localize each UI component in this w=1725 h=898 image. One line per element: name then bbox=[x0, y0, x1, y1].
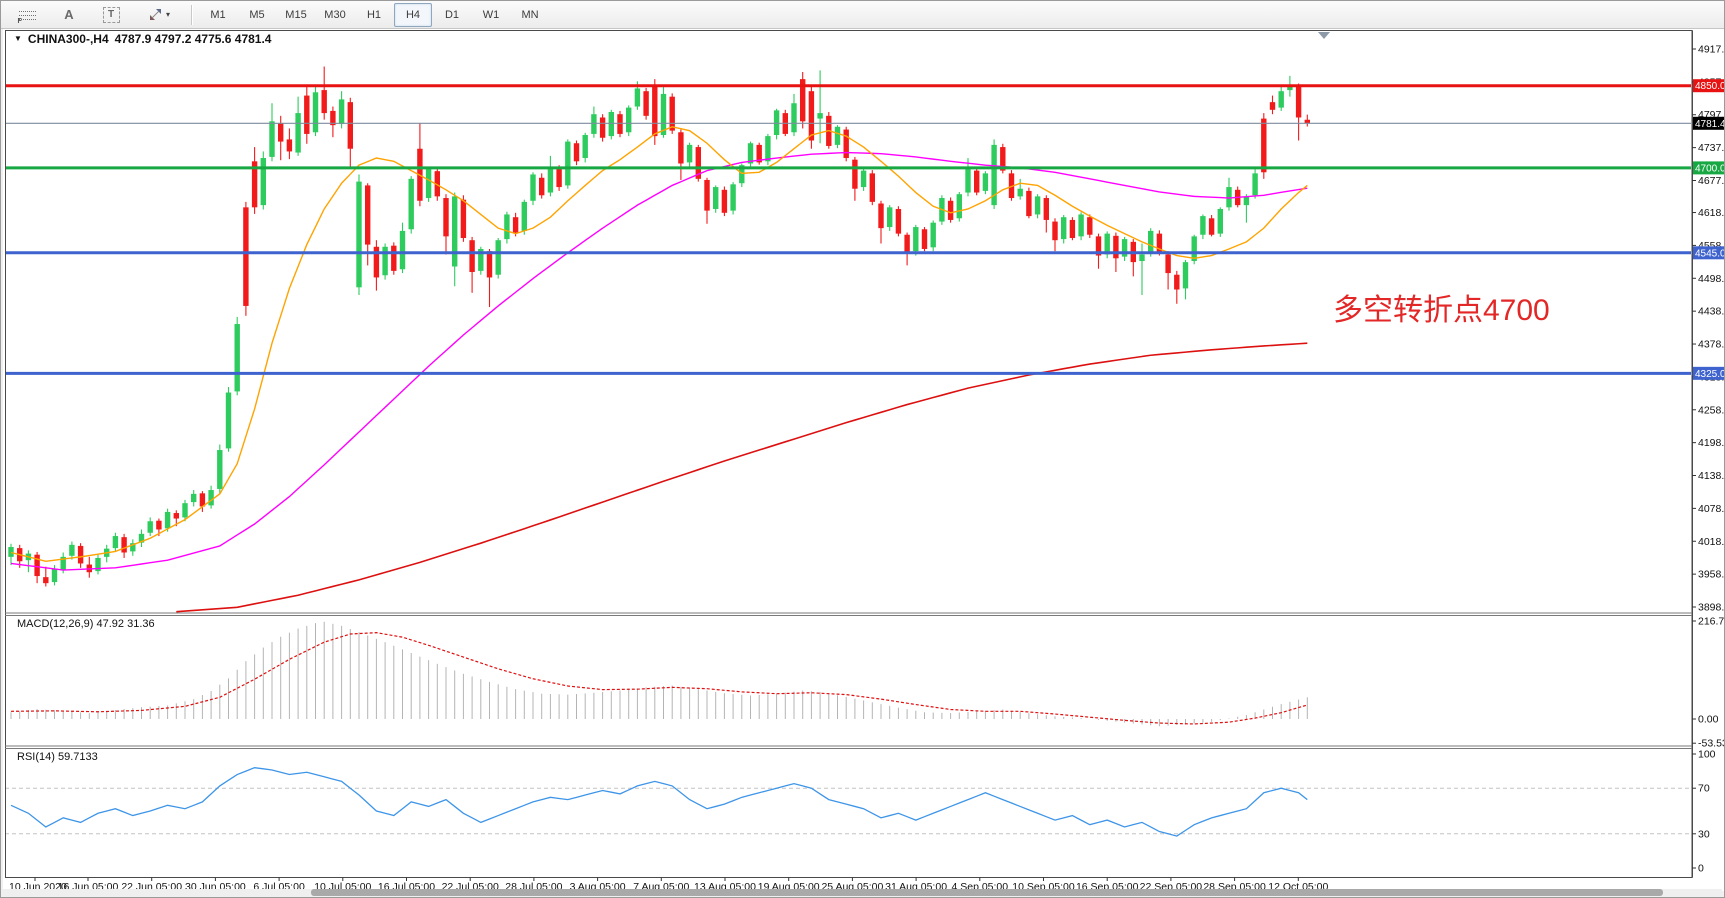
price-badge bbox=[1693, 116, 1724, 130]
timeframe-button-mn[interactable]: MN bbox=[521, 8, 539, 21]
svg-text:4781.4: 4781.4 bbox=[1695, 119, 1725, 130]
timeframe-button-h4[interactable]: H4 bbox=[394, 2, 432, 27]
svg-text:4545.0: 4545.0 bbox=[1695, 248, 1725, 259]
symbol-dropdown-icon[interactable]: ▼ bbox=[14, 33, 22, 43]
svg-text:4618.5: 4618.5 bbox=[1698, 207, 1725, 219]
arrows-icon bbox=[149, 9, 161, 20]
rsi-line bbox=[10, 767, 1308, 837]
svg-text:0: 0 bbox=[1698, 863, 1704, 875]
svg-text:3958.5: 3958.5 bbox=[1698, 569, 1725, 581]
svg-text:100: 100 bbox=[1698, 749, 1716, 761]
svg-text:0.00: 0.00 bbox=[1698, 713, 1719, 725]
price-badge bbox=[1693, 161, 1724, 175]
timeframe-button-m15[interactable]: M15 bbox=[285, 8, 307, 21]
svg-text:4850.0: 4850.0 bbox=[1695, 81, 1725, 92]
price-badge bbox=[1693, 79, 1724, 93]
svg-text:4737.0: 4737.0 bbox=[1698, 142, 1725, 154]
fibonacci-icon[interactable]: F bbox=[7, 3, 47, 27]
text-label-tool-button[interactable]: T bbox=[91, 3, 131, 27]
chart-title: ▼ CHINA300-,H4 4787.9 4797.2 4775.6 4781… bbox=[14, 32, 271, 46]
ohlc-values: 4787.9 4797.2 4775.6 4781.4 bbox=[114, 32, 272, 46]
toolbar-separator bbox=[191, 4, 193, 25]
price-badge bbox=[1693, 366, 1724, 380]
svg-text:4018.5: 4018.5 bbox=[1698, 536, 1725, 548]
price-axis[interactable]: 4917.04857.04797.04737.04677.04618.54558… bbox=[1692, 44, 1725, 614]
text-icon: A bbox=[64, 7, 74, 22]
price-badge bbox=[1693, 246, 1724, 260]
chart-annotation-text[interactable]: 多空转折点4700 bbox=[1333, 294, 1550, 327]
svg-text:4378.5: 4378.5 bbox=[1698, 339, 1725, 351]
timeframe-button-d1[interactable]: D1 bbox=[444, 8, 460, 21]
ma-mid-magenta-line bbox=[10, 151, 1308, 571]
timeframe-buttons: M1 M5 M15 M30 H1 H4 D1 W1 MN bbox=[199, 2, 549, 27]
chevron-down-icon: ▾ bbox=[165, 10, 170, 19]
svg-text:4438.5: 4438.5 bbox=[1698, 306, 1725, 318]
macd-signal-line bbox=[10, 632, 1308, 725]
svg-text:4198.5: 4198.5 bbox=[1698, 437, 1725, 449]
svg-text:4258.5: 4258.5 bbox=[1698, 404, 1725, 416]
svg-text:4700.0: 4700.0 bbox=[1695, 163, 1725, 174]
svg-text:4325.0: 4325.0 bbox=[1695, 369, 1725, 380]
ma-fast-orange-line bbox=[10, 126, 1308, 562]
ma-slow-red-line bbox=[176, 342, 1308, 613]
horizontal-scrollbar[interactable] bbox=[3, 889, 1722, 896]
timeframe-button-m30[interactable]: M30 bbox=[324, 8, 346, 21]
toolbar: F A T ▾ M1 M5 M15 M30 H1 H4 D1 W1 MN bbox=[1, 1, 1724, 29]
timeframe-button-h1[interactable]: H1 bbox=[366, 8, 382, 21]
svg-text:4677.0: 4677.0 bbox=[1698, 175, 1725, 187]
svg-text:4078.5: 4078.5 bbox=[1698, 503, 1725, 515]
timeframe-button-m5[interactable]: M5 bbox=[249, 8, 265, 21]
scrollbar-thumb[interactable] bbox=[311, 889, 1663, 896]
symbol-period-label: CHINA300-,H4 bbox=[27, 32, 109, 46]
timeframe-button-w1[interactable]: W1 bbox=[482, 8, 500, 21]
timeframe-button-m1[interactable]: M1 bbox=[210, 8, 226, 21]
arrows-tool-button[interactable]: ▾ bbox=[133, 3, 185, 27]
macd-indicator-label: MACD(12,26,9) 47.92 31.36 bbox=[17, 618, 155, 630]
svg-text:4917.0: 4917.0 bbox=[1698, 44, 1725, 56]
svg-text:30: 30 bbox=[1698, 828, 1710, 840]
svg-text:-53.53: -53.53 bbox=[1698, 738, 1725, 750]
svg-text:3898.5: 3898.5 bbox=[1698, 602, 1725, 614]
svg-text:216.78: 216.78 bbox=[1698, 616, 1725, 628]
svg-text:70: 70 bbox=[1698, 783, 1710, 795]
text-label-icon: T bbox=[102, 6, 120, 23]
chart-shift-marker[interactable] bbox=[1318, 32, 1330, 39]
rsi-indicator-label: RSI(14) 59.7133 bbox=[17, 751, 98, 763]
text-tool-button[interactable]: A bbox=[49, 3, 89, 27]
svg-text:4498.5: 4498.5 bbox=[1698, 273, 1725, 285]
svg-text:4138.5: 4138.5 bbox=[1698, 470, 1725, 482]
fibonacci-icon: F bbox=[18, 8, 36, 25]
